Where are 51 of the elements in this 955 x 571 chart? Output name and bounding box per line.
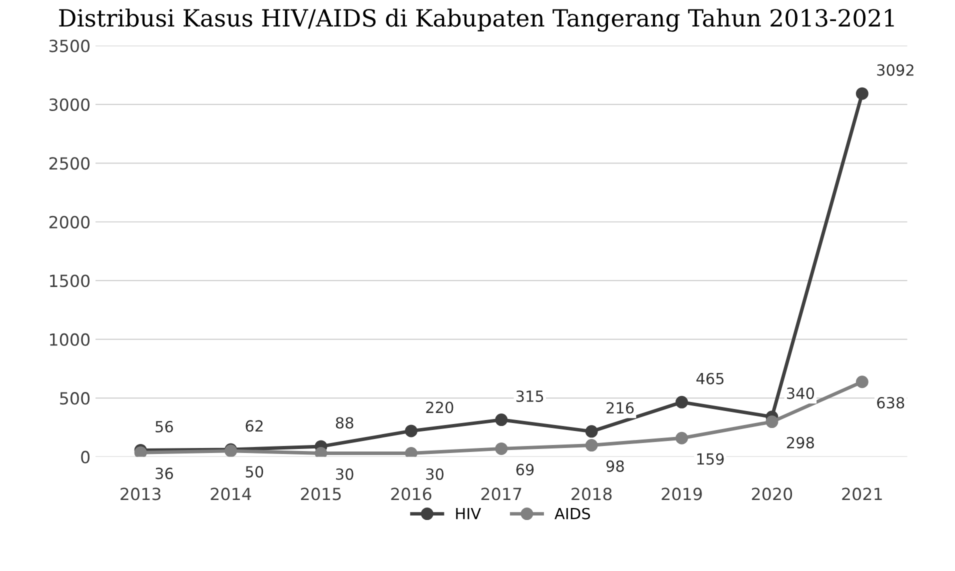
point — [856, 376, 868, 388]
point — [495, 414, 508, 426]
data-label: 315 — [516, 390, 544, 402]
point — [314, 447, 328, 457]
data-label: 98 — [606, 460, 624, 472]
point — [404, 447, 418, 457]
legend-label: AIDS — [554, 508, 590, 520]
y-tick-label: 2000 — [49, 216, 90, 228]
chart-title: Distribusi Kasus HIV/AIDS di Kabupaten Tangerang Tahun 2013-2021 — [59, 8, 894, 32]
y-tick-label: 3500 — [49, 40, 90, 52]
point — [585, 439, 598, 452]
data-label: 62 — [246, 420, 263, 432]
x-tick-label: 2013 — [120, 488, 160, 500]
data-label: 88 — [336, 417, 354, 429]
y-tick-label: 0 — [81, 450, 90, 464]
x-tick-label: 2020 — [752, 488, 792, 500]
data-label: 298 — [786, 436, 814, 448]
y-tick-label: 500 — [60, 392, 90, 405]
data-label: 3092 — [877, 64, 914, 76]
point — [404, 424, 418, 438]
x-tick-label: 2016 — [391, 488, 432, 500]
y-tick-label: 1000 — [50, 333, 90, 346]
x-tick-label: 2019 — [662, 488, 702, 500]
data-label: 638 — [877, 396, 904, 409]
data-label: 69 — [516, 464, 534, 476]
point — [134, 446, 147, 457]
data-label: 159 — [697, 453, 724, 465]
data-label: 465 — [696, 372, 724, 384]
y-tick-label: 1500 — [50, 274, 90, 288]
data-label: 56 — [156, 420, 173, 432]
x-tick-label: 2017 — [481, 488, 522, 500]
data-label: 216 — [606, 402, 634, 414]
point — [676, 396, 688, 408]
data-label: 30 — [426, 468, 444, 480]
point — [585, 425, 598, 438]
x-tick-label: 2018 — [572, 488, 612, 500]
point — [766, 416, 778, 428]
y-tick-label: 2500 — [49, 157, 90, 170]
x-tick-label: 2015 — [301, 488, 341, 500]
point — [495, 442, 508, 455]
data-label: 30 — [336, 468, 354, 480]
point — [676, 432, 688, 444]
data-label: 50 — [246, 466, 264, 478]
x-tick-label: 2014 — [210, 488, 252, 500]
y-tick-label: 3000 — [49, 98, 90, 111]
data-label: 36 — [156, 468, 173, 480]
data-label: 340 — [787, 388, 814, 400]
data-label: 220 — [426, 402, 454, 414]
point — [856, 87, 868, 100]
x-tick-label: 2021 — [842, 488, 882, 500]
legend-label: HIV — [456, 508, 481, 520]
